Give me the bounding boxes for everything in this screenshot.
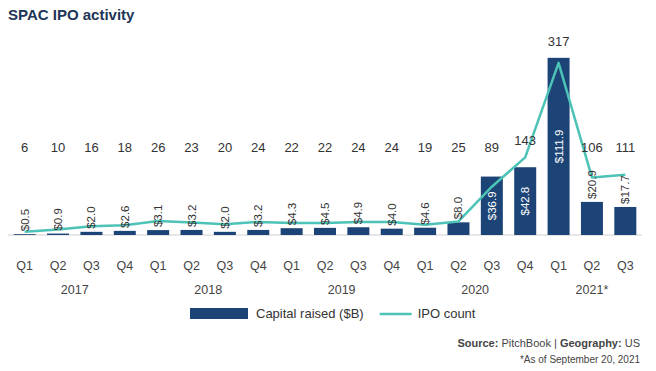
bar [581,202,603,235]
x-tick-label: Q3 [483,259,500,273]
bar [114,231,136,235]
x-tick-label: Q2 [50,259,67,273]
bar-label: $111.9 [553,130,565,163]
x-tick-label: Q1 [283,259,300,273]
bar-label: $17.7 [619,175,631,204]
bar-label: $4.3 [286,203,298,225]
x-tick-label: Q3 [83,259,100,273]
x-group-label: 2020 [461,283,489,297]
bar-label: $36.9 [486,191,498,220]
legend-label: Capital raised ($B) [256,306,364,321]
bar [181,230,203,235]
x-tick-label: Q2 [183,259,200,273]
bar [414,228,436,235]
bar [347,227,369,235]
bar [614,207,636,235]
bar-label: $8.0 [452,197,464,219]
source-part: PitchBook | [498,337,557,349]
bar [214,232,236,235]
line-label: 317 [548,34,570,49]
bar-label: $20.9 [586,170,598,199]
x-group-label: 2021* [576,283,609,297]
bar [514,167,536,235]
line-label: 24 [251,140,265,155]
bar-label: $3.2 [186,205,198,227]
bar-label: $2.0 [219,206,231,228]
source-part: Source: [457,337,498,349]
bar [314,228,336,235]
bar-label: $0.5 [19,209,31,231]
line-label: 24 [385,140,399,155]
note: *As of September 20, 2021 [520,354,641,365]
bar-label: $4.5 [319,202,331,224]
line-label: 106 [581,140,603,155]
bar-label: $2.6 [119,205,131,227]
line [25,63,626,232]
x-tick-label: Q2 [317,259,334,273]
bar [247,230,269,235]
x-tick-label: Q3 [350,259,367,273]
labels: $0.5 $0.9 $2.0 $2.6 $3.1 $3.2 $2.0 $3.2 $4.3 $4.5… [19,34,636,231]
bar-label: $0.9 [52,208,64,230]
line-label: 25 [451,140,465,155]
bar [80,232,102,235]
line-label: 143 [514,133,536,148]
x-tick-label: Q4 [250,259,267,273]
x-tick-label: Q4 [383,259,400,273]
x-tick-label: Q1 [417,259,434,273]
legend: Capital raised ($B) IPO count [190,306,476,321]
plot-area [14,58,637,235]
x-group-label: 2019 [328,283,356,297]
line-label: 89 [485,140,499,155]
bar [447,222,469,235]
bar-label: $4.6 [419,202,431,224]
x-tick-label: Q2 [450,259,467,273]
x-tick-label: Q2 [584,259,601,273]
x-tick-label: Q4 [517,259,534,273]
line-label: 22 [284,140,298,155]
bar-label: $4.9 [352,202,364,224]
chart: SPAC IPO activity $0.5 $0.9 $2.0 $2.6 $3.1 $3.… [0,0,656,371]
line-label: 26 [151,140,165,155]
line-label: 22 [318,140,332,155]
x-tick-label: Q3 [617,259,634,273]
legend-swatch [380,313,412,316]
bar [381,229,403,235]
bar-label: $2.0 [85,206,97,228]
source: Source: PitchBook | Geography: US [457,337,640,349]
x-group-label: 2018 [194,283,222,297]
bar-label: $3.2 [252,205,264,227]
x-tick-label: Q1 [150,259,167,273]
source-part: Geography: [557,337,622,349]
bar-label: $3.1 [152,205,164,227]
bar [47,234,69,235]
source-part: US [622,337,640,349]
line-label: 24 [351,140,365,155]
line-label: 10 [51,140,65,155]
x-tick-label: Q4 [116,259,133,273]
x-tick-label: Q3 [217,259,234,273]
legend-label: IPO count [418,306,476,321]
line-label: 20 [218,140,232,155]
x-tick-label: Q1 [550,259,567,273]
line-label: 19 [418,140,432,155]
bar [281,228,303,235]
bar [147,230,169,235]
legend-swatch [190,308,248,319]
line-label: 6 [21,140,28,155]
line-label: 23 [184,140,198,155]
bar-label: $4.0 [386,203,398,225]
line-label: 18 [118,140,132,155]
title: SPAC IPO activity [8,6,135,23]
x-tick-label: Q1 [16,259,33,273]
line-label: 111 [615,140,635,155]
x-group-label: 2017 [61,283,89,297]
line-label: 16 [84,140,98,155]
bar [14,234,36,235]
bar-label: $42.8 [519,187,531,216]
